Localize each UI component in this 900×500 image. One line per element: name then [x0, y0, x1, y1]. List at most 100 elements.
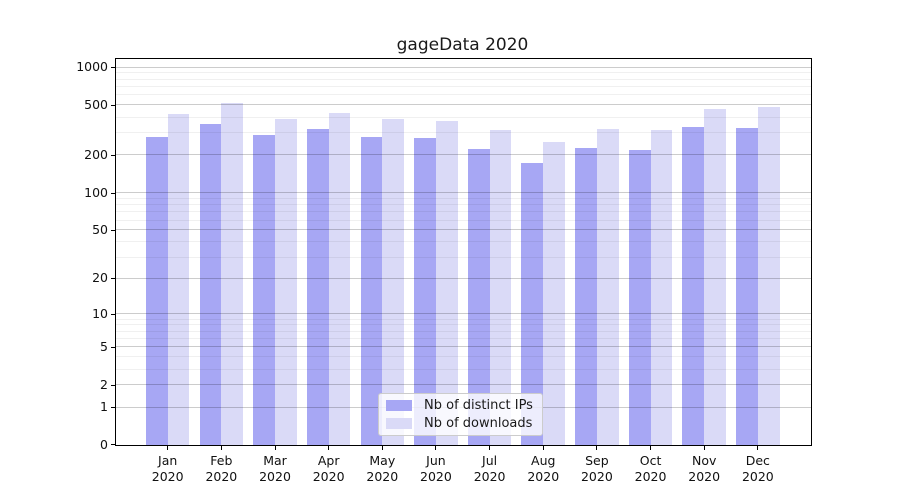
month-label: Dec — [745, 453, 770, 468]
x-tick-mark — [220, 446, 222, 450]
major-gridline — [116, 66, 811, 68]
x-tick-mark — [489, 446, 491, 450]
x-tick-label-may: May 2020 — [350, 453, 414, 485]
month-label: Sep — [585, 453, 609, 468]
major-gridline — [116, 277, 811, 279]
year-label: 2020 — [473, 469, 506, 484]
y-tick-label: 100 — [84, 184, 108, 200]
minor-gridline — [116, 368, 811, 370]
legend: Nb of distinct IPs Nb of downloads — [378, 393, 543, 436]
y-tick-mark — [111, 407, 115, 409]
chart-title: gageData 2020 — [396, 35, 529, 55]
x-tick-mark — [757, 446, 759, 450]
plot-area: 1000 500 200 100 50 20 10 5 2 1 0 Jan 2020 Feb 2020 Mar… — [76, 58, 812, 484]
minor-gridline — [116, 211, 811, 213]
minor-gridline — [116, 72, 811, 74]
bar-aug-distinct-ips — [521, 163, 544, 445]
minor-gridline — [116, 324, 811, 326]
major-gridline — [116, 384, 811, 386]
minor-gridline — [116, 219, 811, 221]
legend-swatch-downloads — [386, 418, 412, 429]
bar-feb-downloads — [221, 102, 244, 445]
x-tick-mark — [542, 446, 544, 450]
bar-mar-downloads — [275, 119, 297, 445]
year-label: 2020 — [151, 469, 184, 484]
bar-feb-distinct-ips — [199, 123, 222, 445]
legend-item-distinct-ips: Nb of distinct IPs — [386, 398, 535, 413]
minor-gridline — [116, 330, 811, 332]
x-tick-label-apr: Apr 2020 — [297, 453, 361, 485]
minor-gridline — [116, 318, 811, 320]
minor-gridline — [116, 204, 811, 206]
y-tick-mark — [111, 192, 115, 194]
year-label: 2020 — [205, 469, 238, 484]
x-tick-mark — [703, 446, 705, 450]
bar-jun-distinct-ips — [414, 137, 436, 445]
x-tick-mark — [167, 446, 169, 450]
minor-gridline — [116, 116, 811, 118]
y-tick-mark — [111, 346, 115, 348]
month-label: Mar — [263, 453, 287, 468]
bar-may-downloads — [382, 118, 405, 445]
y-tick-label: 5 — [100, 338, 108, 354]
month-label: Jun — [426, 453, 446, 468]
bar-mar-distinct-ips — [253, 134, 275, 445]
month-label: Nov — [691, 453, 717, 468]
year-label: 2020 — [580, 469, 613, 484]
month-label: Jan — [158, 453, 178, 468]
y-tick-mark — [111, 67, 115, 69]
x-tick-mark — [274, 446, 276, 450]
bar-apr-downloads — [328, 112, 351, 445]
y-tick-label: 1 — [100, 399, 108, 415]
minor-gridline — [116, 78, 811, 80]
minor-gridline — [116, 356, 811, 358]
minor-gridline — [116, 338, 811, 340]
bar-oct-downloads — [650, 130, 673, 445]
bar-sep-downloads — [596, 129, 619, 445]
x-tick-label-jul: Jul 2020 — [458, 453, 522, 485]
bar-dec-downloads — [757, 106, 780, 445]
month-label: Aug — [531, 453, 556, 468]
minor-gridline — [116, 132, 811, 134]
legend-label-downloads: Nb of downloads — [424, 416, 533, 431]
y-tick-mark — [111, 313, 115, 315]
year-label: 2020 — [741, 469, 774, 484]
x-tick-mark — [596, 446, 598, 450]
x-tick-mark — [328, 446, 330, 450]
bar-jan-distinct-ips — [145, 136, 168, 445]
minor-gridline — [116, 241, 811, 243]
year-label: 2020 — [420, 469, 452, 484]
bar-jul-downloads — [489, 130, 512, 445]
y-tick-label: 0 — [100, 437, 108, 452]
major-gridline — [116, 346, 811, 348]
bar-jun-downloads — [435, 120, 458, 445]
bar-dec-distinct-ips — [736, 128, 758, 445]
major-gridline — [116, 154, 811, 156]
y-tick-mark — [111, 444, 115, 445]
x-tick-label-jun: Jun 2020 — [404, 453, 468, 485]
year-label: 2020 — [688, 469, 721, 484]
bar-nov-downloads — [704, 108, 726, 445]
legend-label-distinct-ips: Nb of distinct IPs — [424, 398, 533, 413]
y-tick-mark — [111, 229, 115, 231]
bar-sep-distinct-ips — [575, 147, 597, 445]
bar-oct-distinct-ips — [628, 149, 651, 445]
x-tick-mark — [381, 446, 383, 450]
minor-gridline — [116, 197, 811, 199]
year-label: 2020 — [527, 469, 560, 484]
bar-nov-distinct-ips — [682, 126, 705, 445]
x-tick-label-jan: Jan 2020 — [136, 453, 200, 485]
x-tick-mark — [435, 446, 437, 450]
bar-apr-distinct-ips — [306, 129, 329, 445]
bar-may-distinct-ips — [360, 136, 383, 445]
x-tick-mark — [650, 446, 652, 450]
month-label: Oct — [639, 453, 662, 468]
y-tick-mark — [111, 278, 115, 280]
major-gridline — [116, 229, 811, 231]
minor-gridline — [116, 256, 811, 258]
y-tick-mark — [111, 104, 115, 106]
month-label: Jul — [482, 453, 498, 468]
minor-gridline — [116, 94, 811, 96]
x-tick-label-feb: Feb 2020 — [189, 453, 253, 485]
year-label: 2020 — [366, 469, 399, 484]
